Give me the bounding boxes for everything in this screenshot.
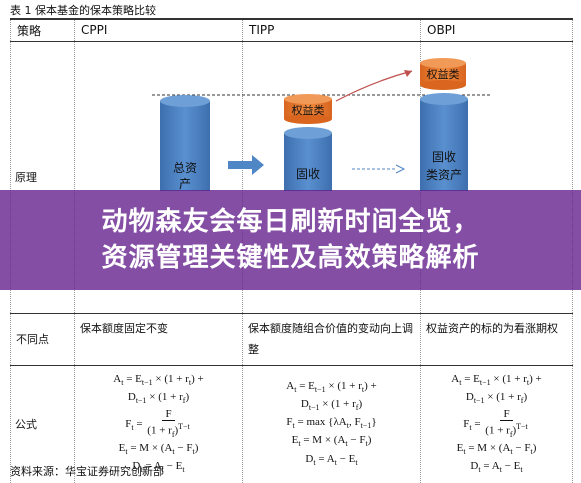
obpi-fixed-label-1: 固收	[432, 150, 456, 164]
dotted-arrowhead-icon	[395, 164, 406, 174]
cell-formula-cppi: At = Et−1 × (1 + rt) + Dt−1 × (1 + rf) F…	[74, 365, 243, 483]
source-note: 资料来源：华宝证券研究创新部	[10, 465, 164, 478]
obpi-fixed-label-2: 类资产	[426, 168, 462, 182]
curve-arrowhead-icon	[404, 70, 412, 77]
obpi-equity-label: 权益类	[427, 67, 460, 81]
cell-formula-tipp: At = Et−1 × (1 + rt) + Dt−1 × (1 + rf) F…	[242, 365, 421, 483]
tipp-equity-label: 权益类	[292, 103, 325, 117]
banner-line-2: 资源管理关键性及高效策略解析	[101, 243, 480, 273]
overlay-banner: 动物森友会每日刷新时间全览， 资源管理关键性及高效策略解析	[0, 190, 581, 290]
tipp-fixed-label-1: 固收	[296, 167, 320, 181]
cppi-total-label-1: 总资	[173, 161, 197, 175]
table-header-row: 策略 CPPI TIPP OBPI	[10, 18, 573, 42]
cell-diff-tipp: 保本额度随组合价值的变动向上调整	[242, 313, 421, 366]
cell-diff-cppi: 保本额度固定不变	[74, 313, 243, 366]
formula-tipp: At = Et−1 × (1 + rt) + Dt−1 × (1 + rf) F…	[286, 379, 377, 467]
cell-formula-obpi: At = Et−1 × (1 + rt) + Dt−1 × (1 + rf) F…	[420, 365, 573, 483]
formula-cppi: At = Et−1 × (1 + rt) + Dt−1 × (1 + rf) F…	[113, 372, 204, 475]
arrow-right-icon	[228, 155, 264, 175]
tipp-fixed-income-cylinder: 固收	[284, 127, 332, 191]
table-row-diff: 不同点 保本额度固定不变 保本额度随组合价值的变动向上调整 权益资产的标的为看涨…	[10, 313, 573, 366]
row-label-diff: 不同点	[10, 313, 75, 366]
tipp-equity-cylinder: 权益类	[284, 94, 332, 124]
header-cppi: CPPI	[74, 18, 243, 42]
strategy-diagram: 总资 产 权益类 固收 权益类 固收 类资产	[152, 58, 492, 191]
banner-line-1: 动物森友会每日刷新时间全览，	[101, 207, 480, 237]
cppi-total-asset-cylinder: 总资 产	[160, 95, 210, 191]
obpi-equity-cylinder: 权益类	[420, 58, 466, 90]
cell-diff-obpi: 权益资产的标的为看涨期权	[420, 313, 573, 366]
obpi-fixed-income-cylinder: 固收 类资产	[420, 93, 468, 191]
formula-obpi: At = Et−1 × (1 + rt) + Dt−1 × (1 + rf) F…	[451, 372, 542, 475]
curve-arrow	[335, 70, 413, 102]
table-row-formula: 公式 At = Et−1 × (1 + rt) + Dt−1 × (1 + rf…	[10, 365, 573, 483]
cppi-total-label-2: 产	[179, 177, 191, 191]
header-obpi: OBPI	[420, 18, 573, 42]
header-strategy: 策略	[10, 18, 75, 42]
header-tipp: TIPP	[242, 18, 421, 42]
table-caption: 表 1 保本基金的保本策略比较	[10, 4, 156, 17]
